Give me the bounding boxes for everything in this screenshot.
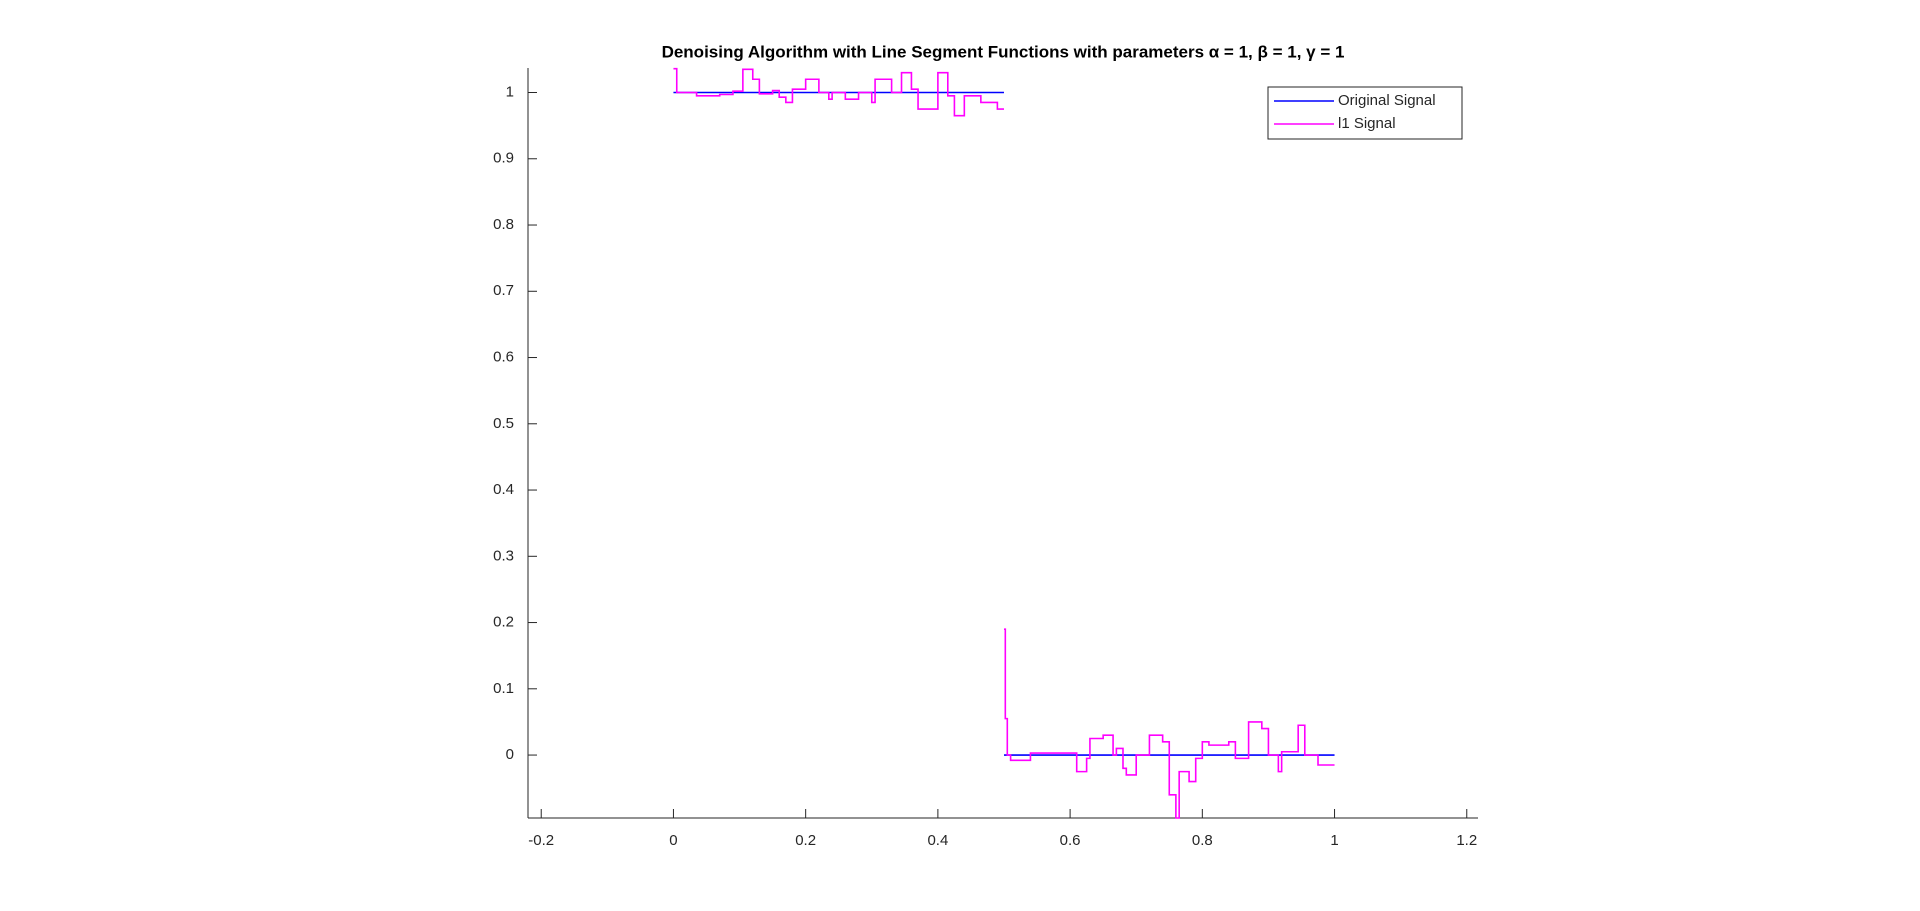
legend-label: Original Signal [1338,92,1436,109]
y-tick-label: 0.3 [493,547,514,564]
y-tick-label: 0.1 [493,680,514,697]
x-tick-label: -0.2 [528,832,554,849]
x-tick-label: 0.4 [927,832,948,849]
x-tick-label: 1 [1330,832,1338,849]
series-line [673,67,1335,819]
legend-label: l1 Signal [1338,115,1396,132]
x-tick-label: 1.2 [1456,832,1477,849]
x-tick-label: 0.2 [795,832,816,849]
y-tick-label: 0.9 [493,150,514,167]
x-tick-label: 0.8 [1192,832,1213,849]
y-tick-label: 0 [506,746,514,763]
y-tick-label: 0.4 [493,481,514,498]
legend-box [1267,86,1463,140]
x-tick-label: 0.6 [1060,832,1081,849]
y-tick-label: 0.2 [493,614,514,631]
y-tick-label: 1 [506,83,514,100]
y-tick-label: 0.5 [493,415,514,432]
y-tick-label: 0.8 [493,216,514,233]
y-tick-label: 0.7 [493,282,514,299]
x-tick-label: 0 [669,832,677,849]
y-tick-label: 0.6 [493,349,514,366]
chart-title: Denoising Algorithm with Line Segment Fu… [662,42,1345,61]
